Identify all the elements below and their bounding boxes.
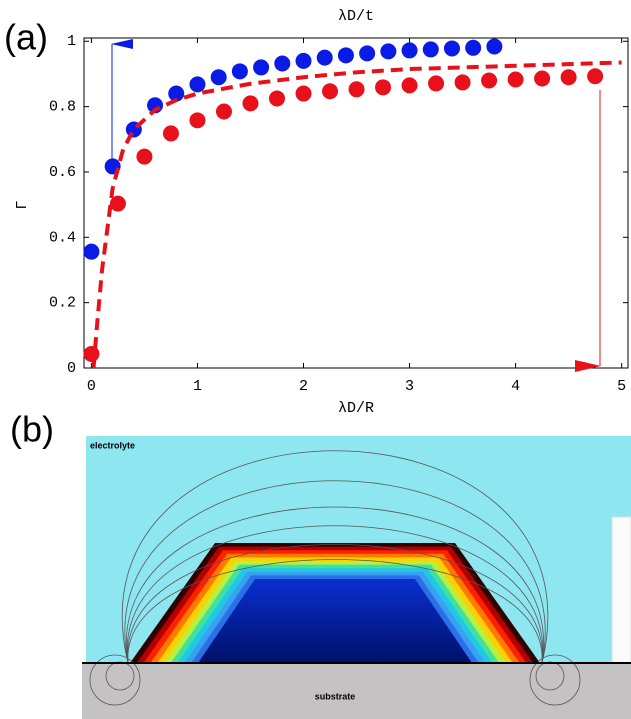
data-point — [295, 85, 312, 102]
x-tick-label: 5 — [617, 378, 626, 395]
data-point — [454, 74, 471, 91]
data-point — [560, 69, 577, 86]
y-tick-label: 1 — [67, 33, 76, 50]
x-tick-label: 2 — [299, 378, 308, 395]
data-point — [162, 125, 179, 142]
panel-label: (a) — [4, 17, 48, 58]
x-tick-label: 3 — [405, 378, 414, 395]
x-axis-label: λD/R — [338, 400, 374, 417]
data-point — [507, 71, 524, 88]
data-point — [375, 79, 392, 96]
region-label: electrolyte — [90, 440, 135, 450]
data-point — [465, 39, 482, 56]
inset-edge — [611, 516, 631, 664]
data-point — [348, 81, 365, 98]
y-tick-label: 0.2 — [49, 295, 76, 312]
data-point — [534, 70, 551, 87]
data-point — [268, 90, 285, 107]
data-point — [359, 45, 376, 62]
data-point — [231, 63, 248, 80]
data-point — [428, 75, 445, 92]
field-lines — [89, 450, 581, 706]
fit-line — [91, 60, 622, 369]
data-point — [168, 85, 185, 102]
data-point — [189, 76, 206, 93]
data-point — [401, 42, 418, 59]
y-tick-label: 0.4 — [49, 229, 76, 246]
y-tick-label: 0 — [67, 360, 76, 377]
data-point — [587, 68, 604, 85]
region-label: substrate — [315, 691, 356, 701]
substrate-region — [82, 663, 631, 719]
panel-label: (b) — [10, 409, 54, 450]
data-point — [422, 41, 439, 58]
data-point — [189, 112, 206, 129]
data-point — [486, 38, 503, 55]
data-point — [481, 72, 498, 89]
data-point — [274, 55, 291, 72]
plot-a: λD/t λD/R Γ 0 1 2 3 4 5 0 0.2 0.4 0.6 0.8 1 — [14, 8, 629, 417]
data-point — [380, 43, 397, 60]
data-point — [109, 195, 126, 212]
data-point — [136, 148, 153, 165]
top-axis-label: λD/t — [338, 8, 374, 25]
data-point — [322, 83, 339, 100]
data-point — [295, 52, 312, 69]
y-tick-label: 0.6 — [49, 164, 76, 181]
data-point — [401, 77, 418, 94]
data-point — [242, 95, 259, 112]
data-point — [253, 59, 270, 76]
data-point — [210, 69, 227, 86]
data-point — [443, 40, 460, 57]
plot-frame — [83, 37, 629, 369]
data-point — [215, 103, 232, 120]
data-point — [337, 47, 354, 64]
x-tick-label: 1 — [193, 378, 202, 395]
x-tick-label: 0 — [87, 378, 96, 395]
y-axis-label: Γ — [14, 200, 31, 209]
data-point — [316, 49, 333, 66]
data-point — [83, 243, 100, 260]
field-band — [198, 579, 472, 663]
y-tick-label: 0.8 — [49, 99, 76, 116]
x-tick-label: 4 — [511, 378, 520, 395]
simulation-panel: electrolyte substrate — [82, 436, 631, 719]
